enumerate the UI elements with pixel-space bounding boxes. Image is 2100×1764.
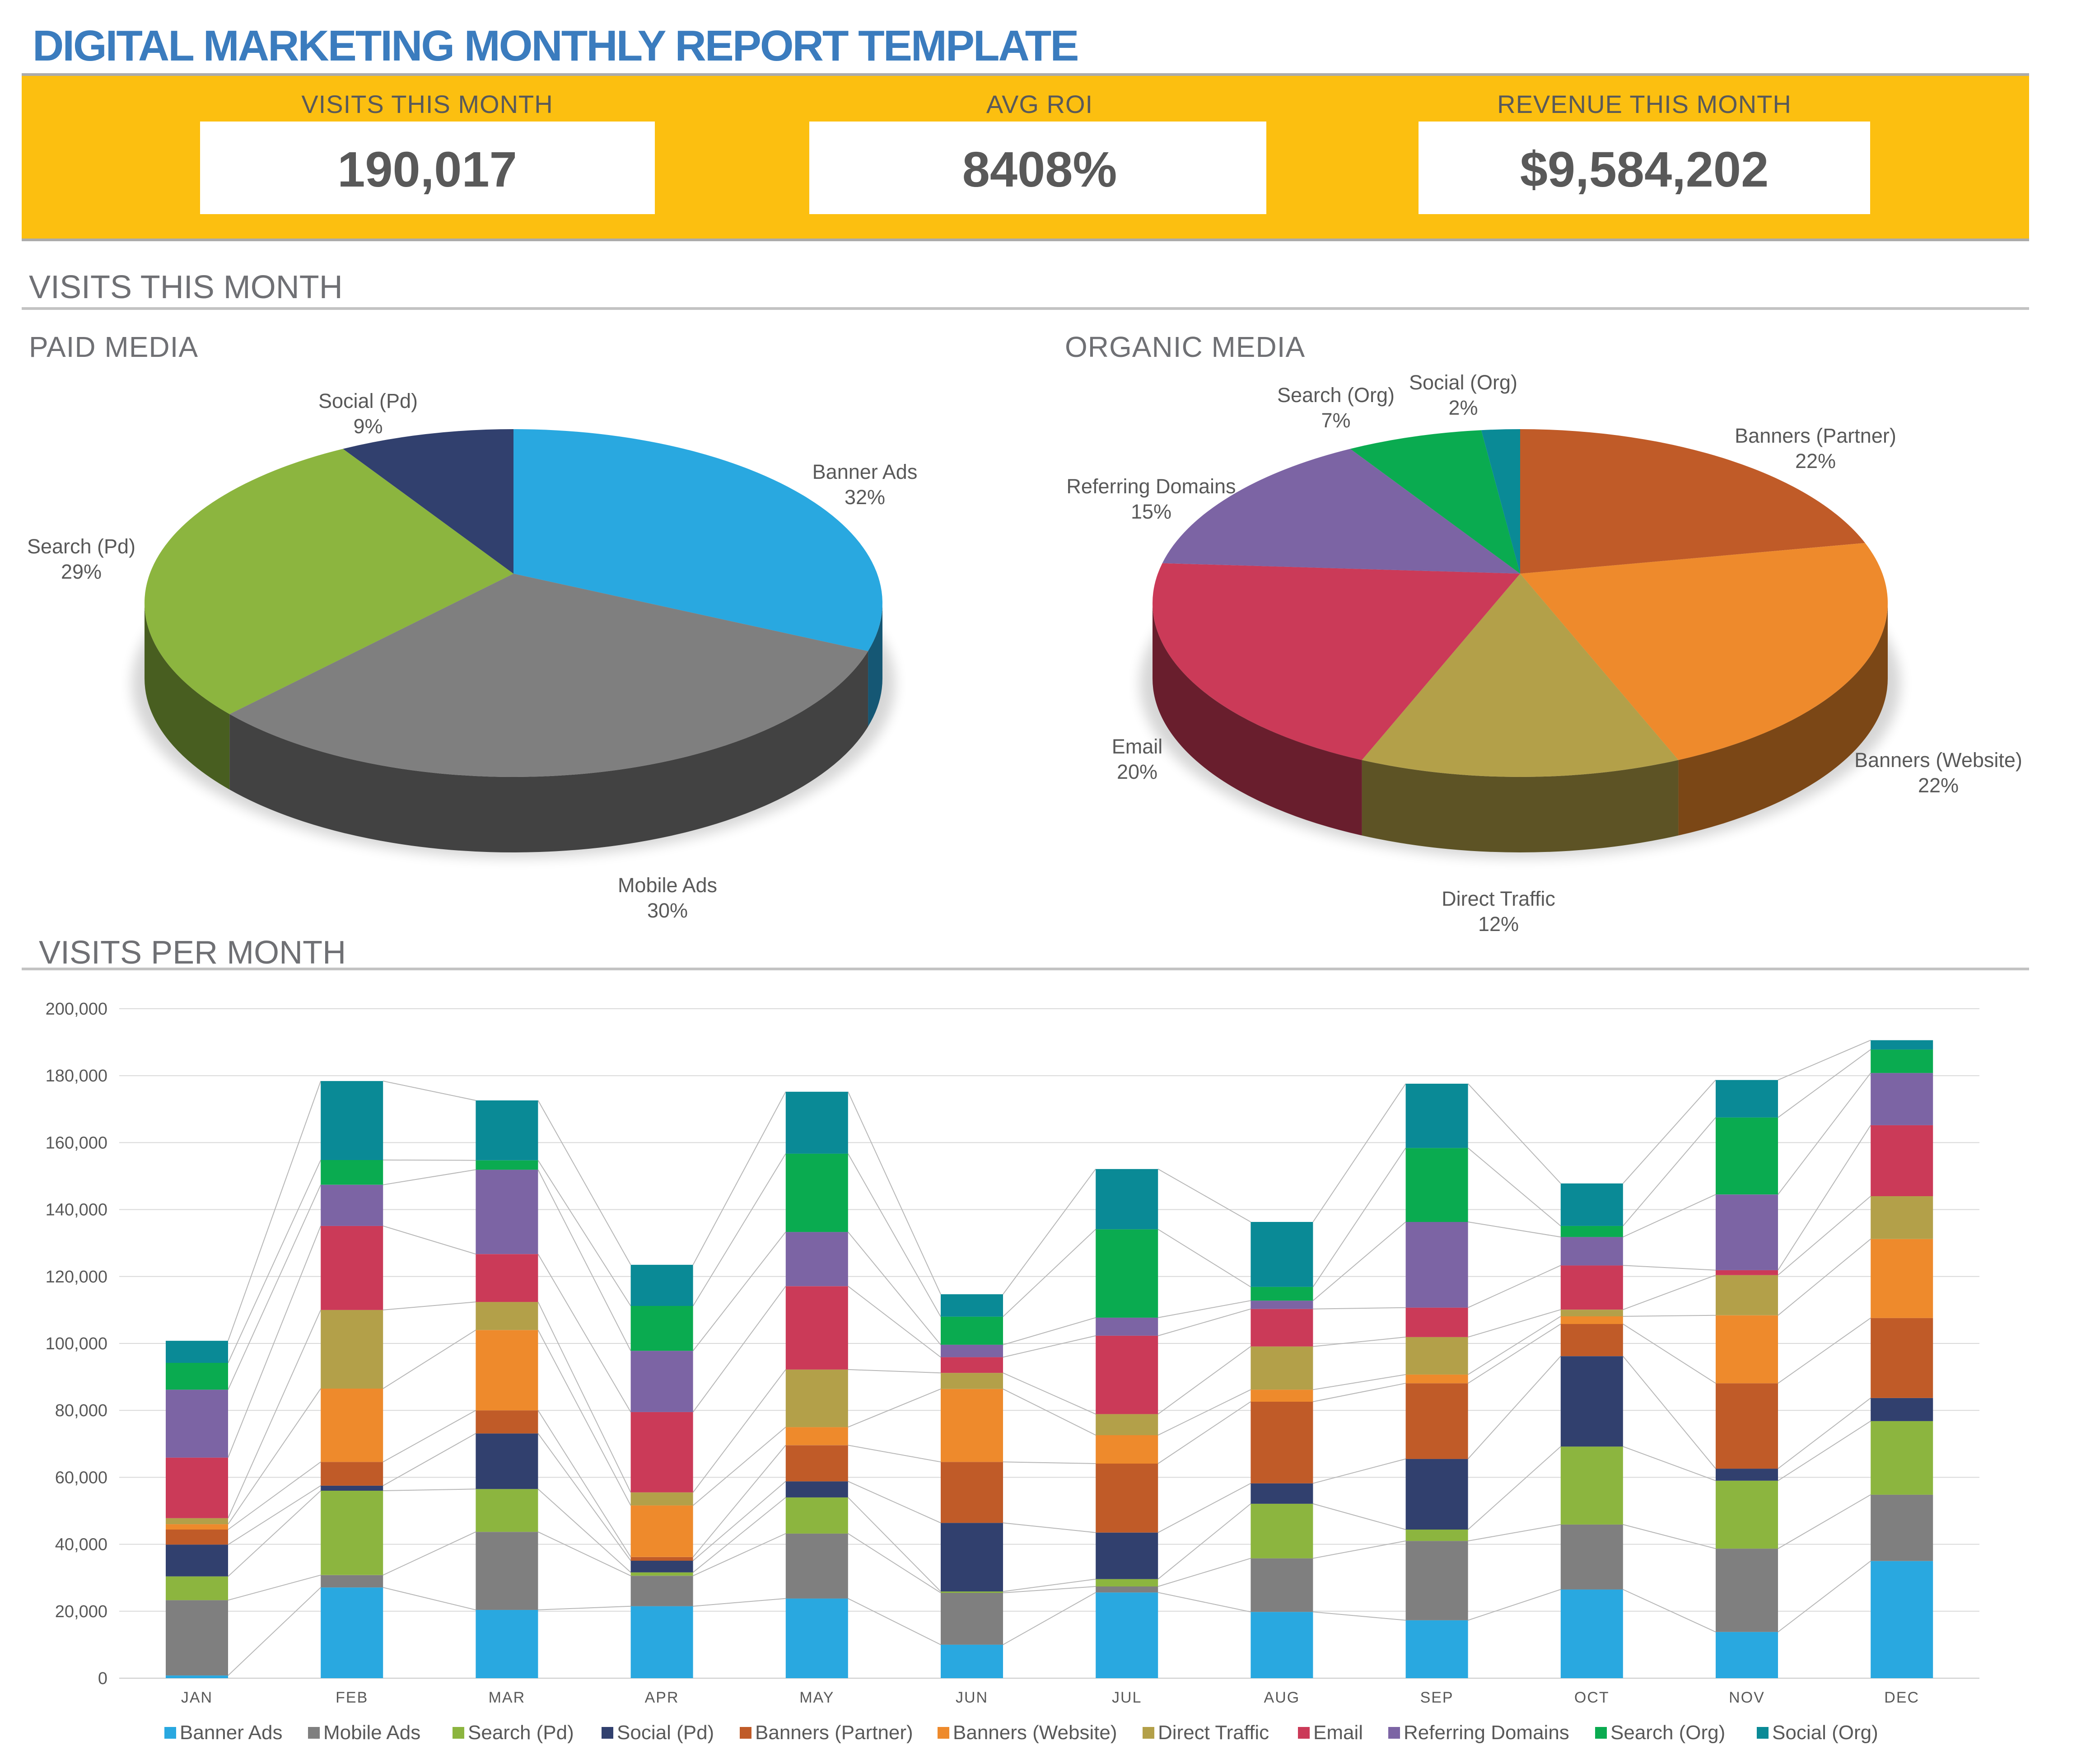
svg-text:SEP: SEP: [1420, 1689, 1454, 1706]
svg-text:REVENUE THIS MONTH: REVENUE THIS MONTH: [1497, 90, 1792, 118]
svg-text:APR: APR: [645, 1689, 679, 1706]
svg-text:Email: Email: [1112, 735, 1163, 758]
svg-text:AVG ROI: AVG ROI: [986, 90, 1093, 118]
svg-text:60,000: 60,000: [55, 1468, 107, 1487]
svg-text:Social (Pd): Social (Pd): [617, 1722, 714, 1744]
svg-text:Referring Domains: Referring Domains: [1066, 475, 1236, 498]
svg-text:PAID MEDIA: PAID MEDIA: [29, 331, 198, 363]
svg-text:JAN: JAN: [181, 1689, 213, 1706]
svg-text:JUN: JUN: [956, 1689, 988, 1706]
svg-text:80,000: 80,000: [55, 1401, 107, 1420]
svg-text:VISITS PER MONTH: VISITS PER MONTH: [39, 935, 346, 971]
svg-text:160,000: 160,000: [46, 1133, 107, 1152]
svg-text:Search (Pd): Search (Pd): [468, 1722, 574, 1744]
svg-text:Direct Traffic: Direct Traffic: [1442, 887, 1555, 910]
svg-text:20,000: 20,000: [55, 1602, 107, 1621]
svg-text:15%: 15%: [1131, 500, 1171, 523]
svg-text:Banner Ads: Banner Ads: [812, 460, 918, 483]
svg-text:7%: 7%: [1321, 409, 1350, 432]
svg-text:22%: 22%: [1795, 449, 1836, 473]
svg-text:29%: 29%: [61, 560, 102, 583]
svg-text:OCT: OCT: [1574, 1689, 1610, 1706]
svg-text:FEB: FEB: [336, 1689, 368, 1706]
svg-text:0: 0: [98, 1669, 107, 1688]
svg-text:DIGITAL MARKETING MONTHLY REPO: DIGITAL MARKETING MONTHLY REPORT TEMPLAT…: [33, 22, 1078, 70]
svg-text:Banner Ads: Banner Ads: [180, 1722, 283, 1744]
svg-text:Search (Org): Search (Org): [1610, 1722, 1725, 1744]
svg-text:140,000: 140,000: [46, 1201, 107, 1220]
svg-text:100,000: 100,000: [46, 1334, 107, 1353]
svg-text:Banners (Website): Banners (Website): [1854, 749, 2022, 772]
svg-text:Direct Traffic: Direct Traffic: [1158, 1722, 1269, 1744]
svg-text:Mobile Ads: Mobile Ads: [618, 874, 717, 897]
svg-text:MAY: MAY: [799, 1689, 834, 1706]
svg-text:NOV: NOV: [1729, 1689, 1765, 1706]
svg-text:Referring Domains: Referring Domains: [1404, 1722, 1569, 1744]
svg-text:Banners (Partner): Banners (Partner): [755, 1722, 913, 1744]
svg-text:190,017: 190,017: [337, 142, 517, 197]
svg-text:22%: 22%: [1918, 774, 1959, 797]
svg-text:8408%: 8408%: [962, 142, 1117, 197]
svg-text:200,000: 200,000: [46, 1000, 107, 1019]
svg-text:Search (Org): Search (Org): [1277, 384, 1395, 407]
svg-text:120,000: 120,000: [46, 1268, 107, 1287]
svg-text:ORGANIC MEDIA: ORGANIC MEDIA: [1065, 331, 1305, 363]
svg-text:Email: Email: [1313, 1722, 1363, 1744]
svg-text:9%: 9%: [353, 415, 383, 438]
svg-text:MAR: MAR: [489, 1689, 526, 1706]
svg-text:Search (Pd): Search (Pd): [27, 535, 135, 558]
svg-text:Banners (Partner): Banners (Partner): [1735, 424, 1896, 447]
svg-text:JUL: JUL: [1112, 1689, 1142, 1706]
svg-text:12%: 12%: [1478, 912, 1519, 936]
svg-text:Banners (Website): Banners (Website): [953, 1722, 1117, 1744]
svg-text:180,000: 180,000: [46, 1067, 107, 1086]
svg-text:2%: 2%: [1448, 396, 1478, 419]
svg-text:20%: 20%: [1117, 760, 1157, 783]
svg-text:32%: 32%: [845, 486, 885, 509]
svg-text:Social (Pd): Social (Pd): [318, 389, 418, 412]
svg-text:Mobile Ads: Mobile Ads: [323, 1722, 420, 1744]
svg-text:DEC: DEC: [1884, 1689, 1919, 1706]
svg-text:VISITS THIS MONTH: VISITS THIS MONTH: [301, 90, 553, 118]
svg-text:AUG: AUG: [1264, 1689, 1300, 1706]
svg-text:Social (Org): Social (Org): [1409, 371, 1517, 394]
svg-text:40,000: 40,000: [55, 1535, 107, 1554]
svg-text:Social (Org): Social (Org): [1772, 1722, 1878, 1744]
svg-text:$9,584,202: $9,584,202: [1520, 142, 1769, 197]
svg-text:VISITS THIS MONTH: VISITS THIS MONTH: [29, 269, 343, 305]
svg-text:30%: 30%: [647, 899, 688, 922]
